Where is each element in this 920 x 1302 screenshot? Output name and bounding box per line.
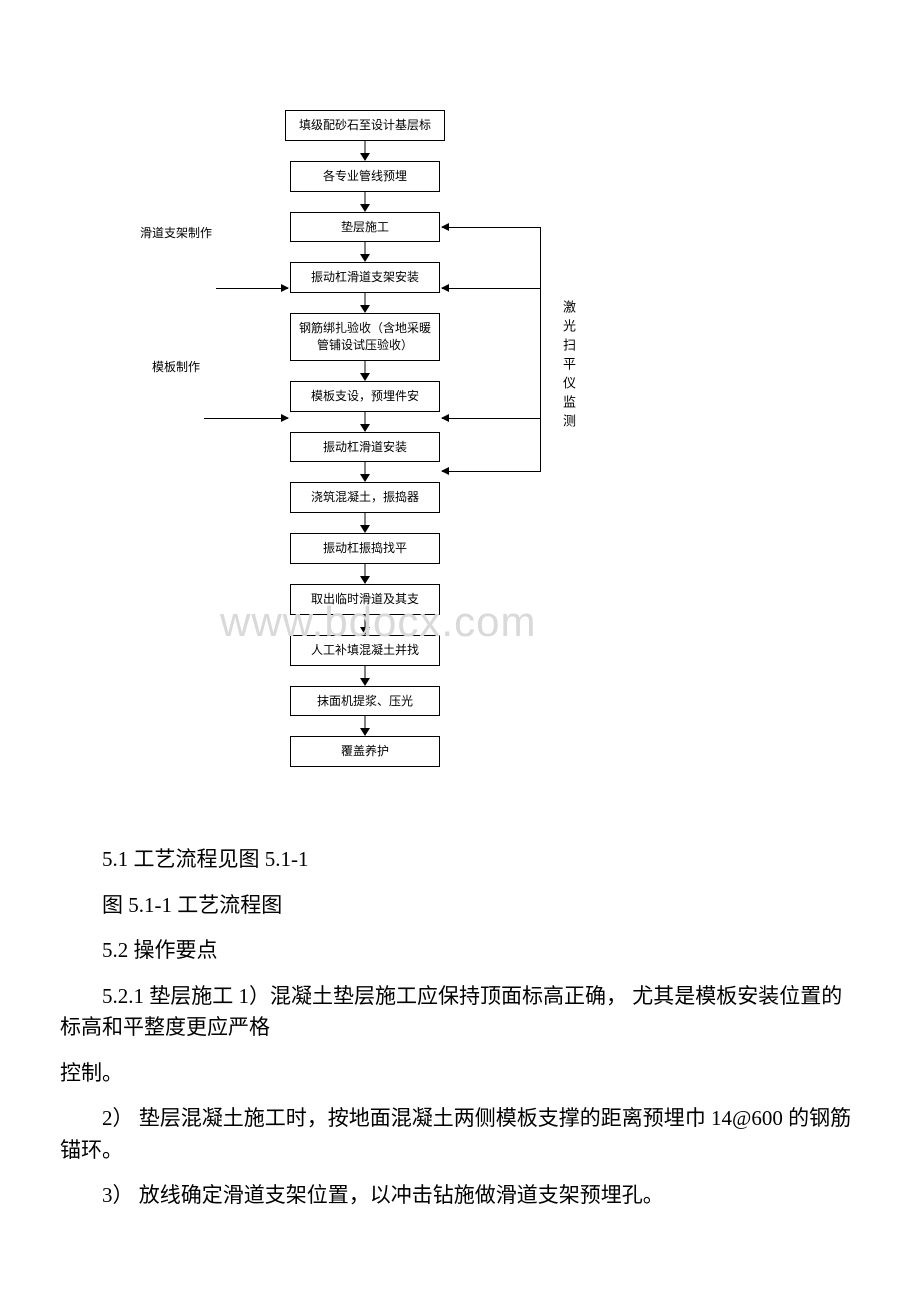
left-input-label-2: 模板制作 [152,358,200,375]
page: 填级配砂石至设计基层标 各专业管线预埋 垫层施工 振动杠滑道支架安装 钢筋绑扎验… [0,0,920,1212]
node-n1: 填级配砂石至设计基层标 [285,110,445,141]
feedback-vline [540,227,541,471]
arrow-left-icon [442,227,541,228]
arrow-left-icon [442,288,541,289]
flowchart-diagram: 填级配砂石至设计基层标 各专业管线预埋 垫层施工 振动杠滑道支架安装 钢筋绑扎验… [0,0,920,830]
node-n10: 取出临时滑道及其支 [290,584,440,615]
node-n9: 振动杠振捣找平 [290,533,440,564]
arrow-left-icon [442,418,541,419]
body-text: 5.1 工艺流程见图 5.1-1 图 5.1-1 工艺流程图 5.2 操作要点 … [0,844,920,1212]
arrow-left-icon [442,471,541,472]
paragraph: 5.2.1 垫层施工 1）混凝土垫层施工应保持顶面标高正确， 尤其是模板安装位置… [60,981,860,1044]
flowchart-main-column: 填级配砂石至设计基层标 各专业管线预埋 垫层施工 振动杠滑道支架安装 钢筋绑扎验… [280,110,450,767]
right-feedback-label: 激光扫平仪监测 [562,300,575,433]
arrow-right-icon [204,418,288,419]
paragraph: 图 5.1-1 工艺流程图 [60,890,860,922]
paragraph: 5.1 工艺流程见图 5.1-1 [60,844,860,876]
node-n3: 垫层施工 [290,212,440,243]
paragraph: 5.2 操作要点 [60,935,860,967]
node-n4: 振动杠滑道支架安装 [290,262,440,293]
node-n13: 覆盖养护 [290,736,440,767]
node-n5-line2: 管铺设试压验收） [317,337,413,354]
arrow-right-icon [216,288,288,289]
node-n8: 浇筑混凝土，振捣器 [290,482,440,513]
node-n5: 钢筋绑扎验收（含地采暖 管铺设试压验收） [290,313,440,361]
left-input-label-1: 滑道支架制作 [140,224,212,241]
paragraph: 控制。 [60,1058,860,1090]
node-n12: 抹面机提浆、压光 [290,686,440,717]
node-n11: 人工补填混凝土并找 [290,635,440,666]
node-n5-line1: 钢筋绑扎验收（含地采暖 [299,320,431,337]
node-n7: 振动杠滑道安装 [290,432,440,463]
node-n6: 模板支设，预埋件安 [290,381,440,412]
paragraph: 2） 垫层混凝土施工时，按地面混凝土两侧模板支撑的距离预埋巾 14@600 的钢… [60,1103,860,1166]
node-n2: 各专业管线预埋 [290,161,440,192]
paragraph: 3） 放线确定滑道支架位置，以冲击钻施做滑道支架预埋孔。 [60,1180,860,1212]
